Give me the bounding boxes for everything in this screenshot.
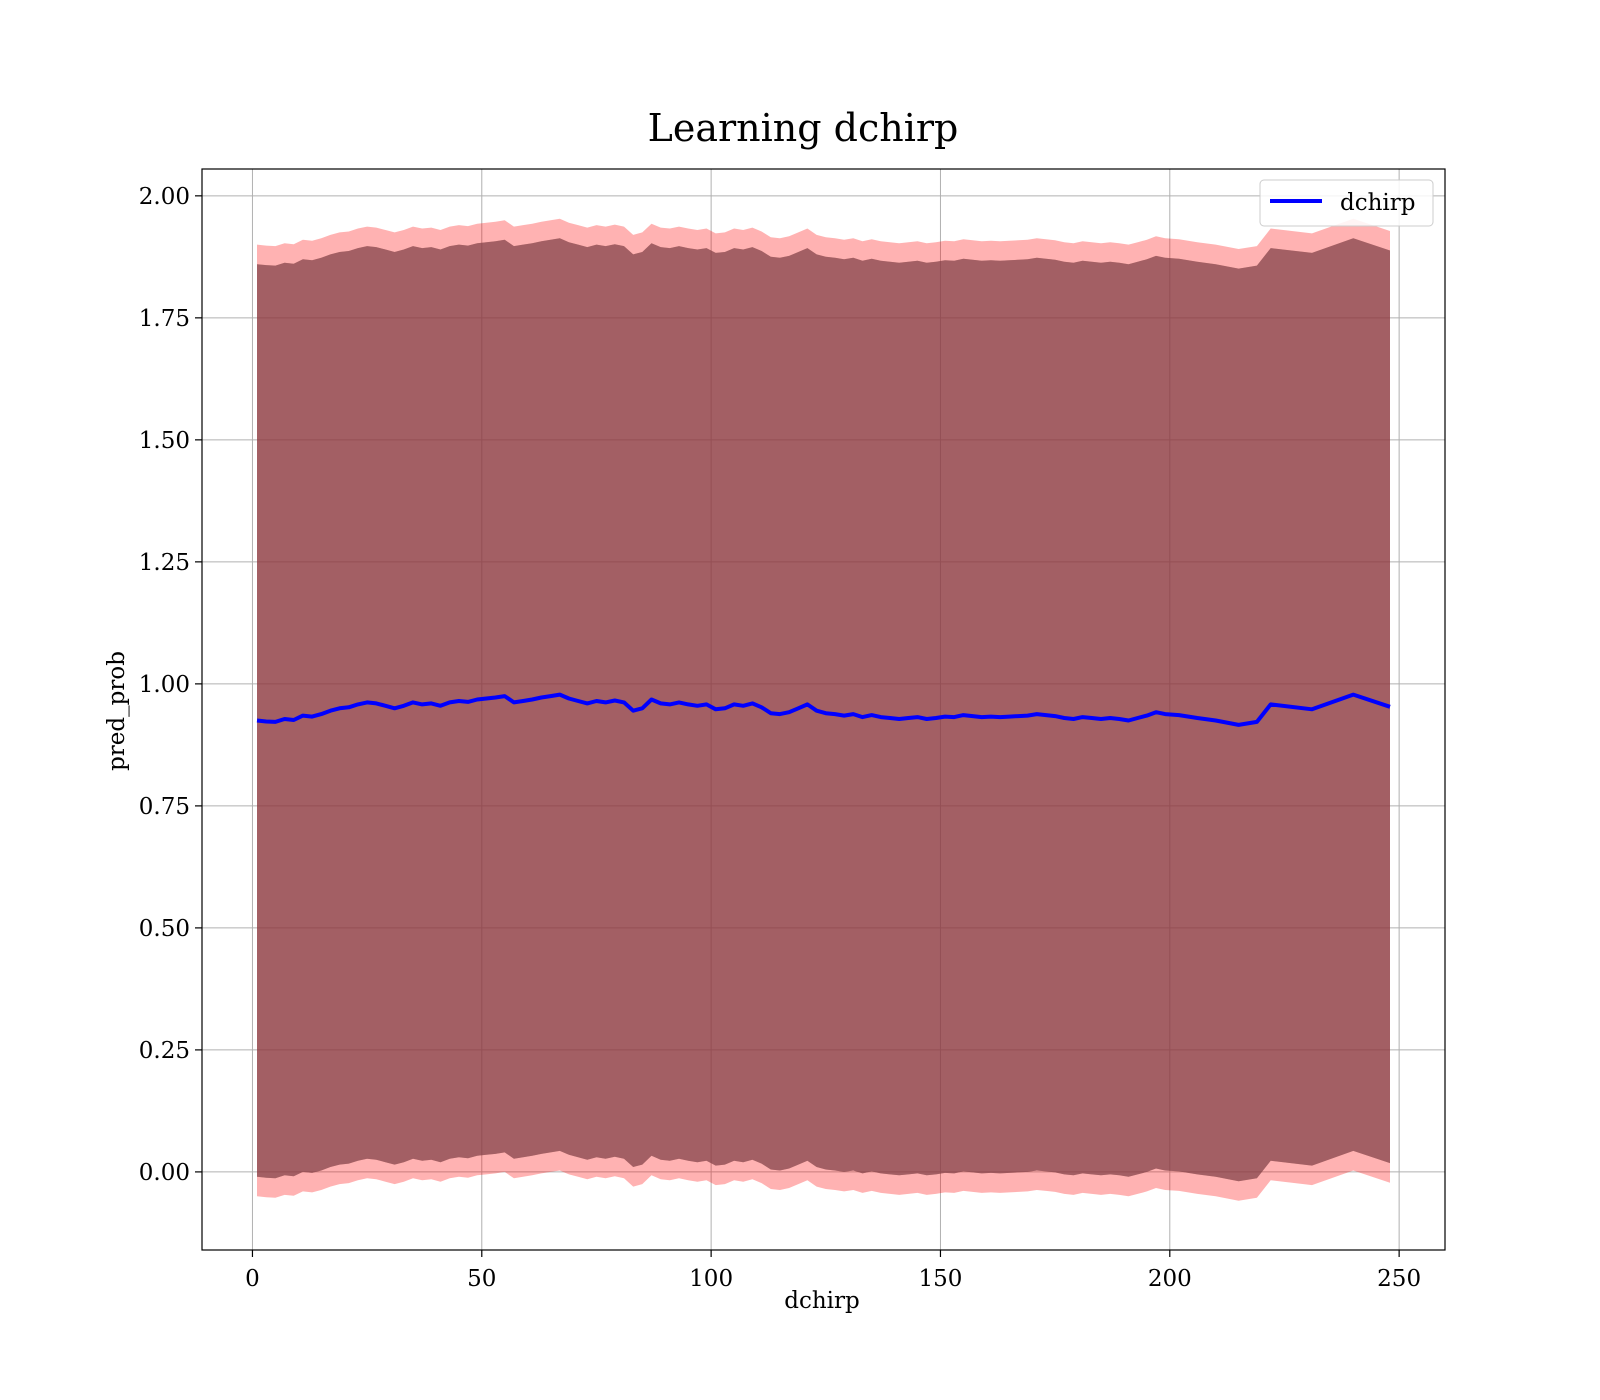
series-line-dchirp bbox=[256, 692, 1391, 727]
y-tick-label: 1.00 bbox=[139, 672, 190, 698]
x-tick-label: 50 bbox=[467, 1266, 496, 1292]
series-lines bbox=[256, 692, 1391, 727]
y-tick-label: 1.75 bbox=[139, 306, 190, 332]
x-tick-label: 250 bbox=[1377, 1266, 1421, 1292]
inner-band bbox=[257, 238, 1390, 1182]
y-tick-label: 0.50 bbox=[139, 916, 190, 942]
legend-label: dchirp bbox=[1340, 190, 1416, 216]
y-tick-label: 2.00 bbox=[139, 184, 190, 210]
y-tick-label: 0.00 bbox=[139, 1160, 190, 1186]
core-band bbox=[257, 238, 1390, 1182]
legend-box bbox=[1259, 179, 1434, 227]
y-tick-label: 1.25 bbox=[139, 550, 190, 576]
y-tick-label: 0.25 bbox=[139, 1038, 190, 1064]
y-tick-label: 1.50 bbox=[139, 428, 190, 454]
chart-title: Learning dchirp bbox=[648, 106, 959, 150]
x-tick-label: 0 bbox=[245, 1266, 260, 1292]
y-tick-label: 0.75 bbox=[139, 794, 190, 820]
x-axis-label: dchirp bbox=[784, 1288, 860, 1314]
legend: dchirp bbox=[1259, 179, 1434, 227]
confidence-bands bbox=[257, 218, 1390, 1201]
x-axis-ticks: 0 50 100 150 200 250 bbox=[245, 1250, 1421, 1292]
y-axis-label: pred_prob bbox=[104, 651, 130, 771]
y-axis-ticks: 0.00 0.25 0.50 0.75 1.00 1.25 1.50 1.75 2.00 bbox=[139, 184, 202, 1186]
x-tick-label: 200 bbox=[1148, 1266, 1192, 1292]
plot-frame bbox=[201, 168, 1446, 1251]
x-tick-label: 100 bbox=[689, 1266, 733, 1292]
x-tick-label: 150 bbox=[919, 1266, 963, 1292]
